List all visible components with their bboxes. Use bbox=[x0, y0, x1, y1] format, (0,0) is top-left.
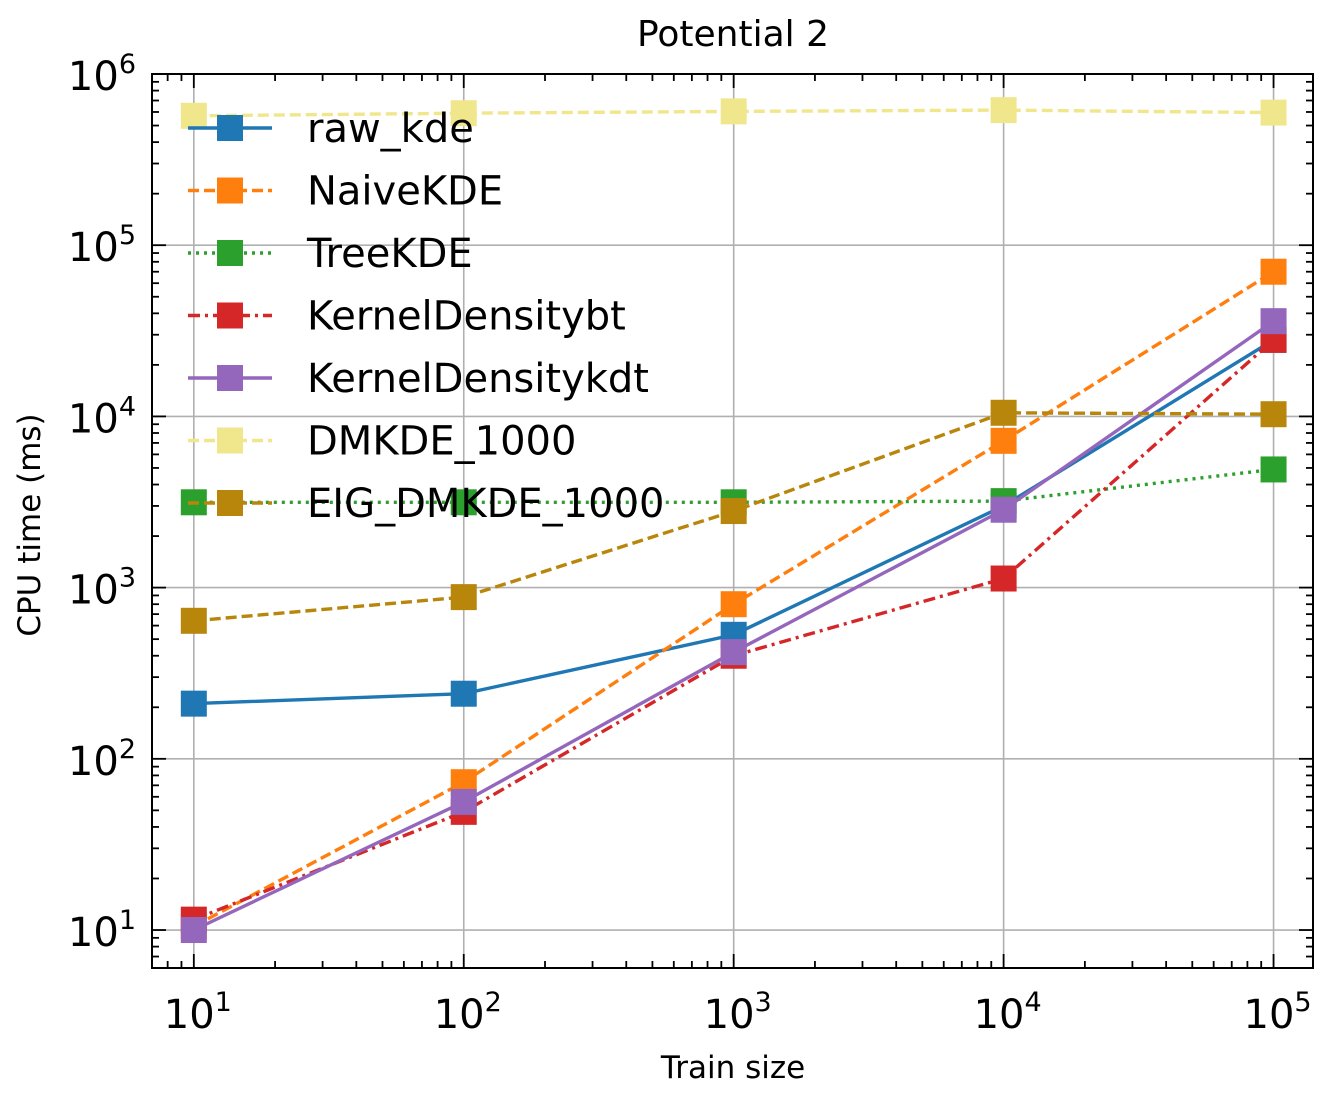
legend-label: KernelDensitybt bbox=[307, 294, 626, 340]
legend-marker bbox=[217, 427, 243, 454]
data-point bbox=[990, 97, 1017, 124]
legend: raw_kde NaiveKDE TreeKDE KernelDensitybt Ker… bbox=[188, 106, 664, 527]
data-point bbox=[450, 584, 477, 611]
legend-item-NaiveKDE: NaiveKDE bbox=[188, 169, 503, 215]
y-tick-label: 104 bbox=[68, 391, 136, 442]
legend-label: KernelDensitykdt bbox=[307, 356, 649, 402]
data-point bbox=[990, 565, 1017, 592]
x-tick-label: 104 bbox=[974, 987, 1042, 1038]
axis-ticks: 101 102 103 104 105 101 102 103 104 105 106 bbox=[68, 49, 1313, 1038]
data-point bbox=[450, 100, 477, 127]
legend-marker bbox=[217, 240, 243, 266]
x-axis-label: Train size bbox=[660, 1050, 805, 1086]
y-tick-label: 105 bbox=[68, 220, 136, 271]
x-tick-label: 105 bbox=[1244, 987, 1312, 1038]
chart-title: Potential 2 bbox=[637, 14, 829, 55]
legend-item-KernelDensitybt: KernelDensitybt bbox=[188, 294, 626, 340]
legend-marker bbox=[217, 115, 243, 141]
data-point bbox=[720, 591, 747, 618]
y-tick-label: 103 bbox=[68, 563, 136, 614]
legend-item-DMKDE_1000: DMKDE_1000 bbox=[188, 419, 576, 465]
data-point bbox=[450, 788, 477, 815]
series-EIG_DMKDE_1000 bbox=[180, 399, 1287, 634]
series-line bbox=[193, 108, 1274, 118]
legend-marker bbox=[217, 302, 243, 329]
data-point bbox=[180, 607, 207, 634]
x-tick-label: 101 bbox=[164, 987, 232, 1038]
x-tick-label: 102 bbox=[434, 987, 502, 1038]
y-tick-label: 102 bbox=[68, 734, 136, 785]
data-point bbox=[720, 98, 747, 125]
data-point bbox=[450, 680, 477, 707]
data-point bbox=[990, 399, 1017, 426]
legend-marker bbox=[217, 365, 243, 391]
data-point bbox=[1260, 308, 1287, 335]
legend-item-raw_kde: raw_kde bbox=[188, 106, 474, 152]
series-layer bbox=[180, 97, 1287, 944]
data-point bbox=[990, 427, 1017, 454]
legend-label: raw_kde bbox=[307, 106, 474, 152]
legend-marker bbox=[217, 177, 243, 204]
data-point bbox=[1260, 401, 1287, 428]
legend-marker bbox=[217, 490, 243, 516]
legend-item-TreeKDE: TreeKDE bbox=[188, 231, 473, 277]
x-tick-label: 103 bbox=[704, 987, 772, 1038]
legend-item-EIG_DMKDE_1000: EIG_DMKDE_1000 bbox=[188, 481, 664, 527]
legend-item-KernelDensitykdt: KernelDensitykdt bbox=[188, 356, 649, 402]
data-point bbox=[1260, 456, 1287, 483]
data-point bbox=[180, 917, 207, 944]
legend-label: TreeKDE bbox=[306, 231, 473, 277]
legend-label: EIG_DMKDE_1000 bbox=[307, 481, 664, 527]
data-point bbox=[720, 498, 747, 525]
data-point bbox=[1260, 99, 1287, 126]
data-point bbox=[180, 690, 207, 717]
series-DMKDE_1000 bbox=[180, 97, 1287, 129]
plot-frame bbox=[151, 73, 1314, 969]
data-point bbox=[720, 639, 747, 666]
axes-frame bbox=[151, 73, 1314, 969]
data-point bbox=[450, 489, 477, 516]
data-point bbox=[1260, 258, 1287, 285]
data-point bbox=[180, 102, 207, 129]
series-KernelDensitykdt bbox=[180, 308, 1287, 944]
legend-label: NaiveKDE bbox=[307, 169, 503, 215]
y-tick-label: 106 bbox=[68, 49, 136, 100]
legend-label: DMKDE_1000 bbox=[307, 419, 576, 465]
y-axis-label: CPU time (ms) bbox=[12, 413, 48, 636]
data-point bbox=[990, 496, 1017, 523]
y-tick-label: 101 bbox=[68, 905, 136, 956]
